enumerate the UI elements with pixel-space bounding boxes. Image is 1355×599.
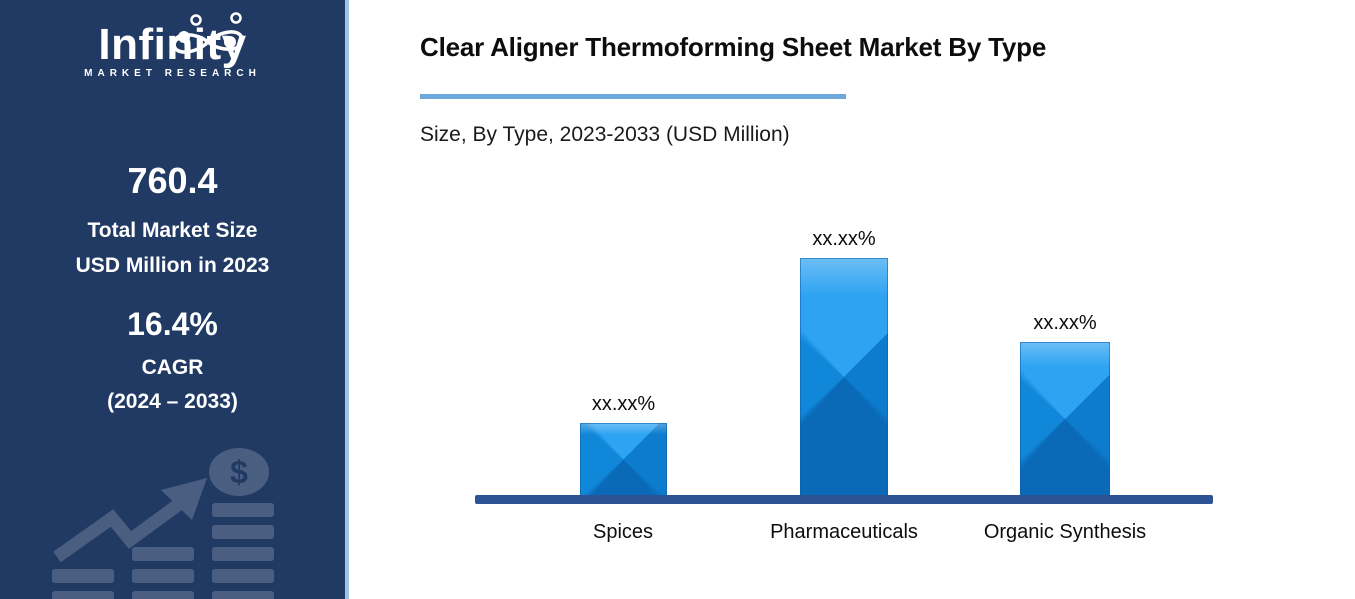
bar-spices xyxy=(580,423,667,496)
cagr-value: 16.4% xyxy=(127,306,218,342)
cagr-period: (2024 – 2033) xyxy=(107,390,238,413)
logo-tagline: MARKET RESEARCH xyxy=(84,67,261,79)
total-market-size-label: Total Market Size xyxy=(87,219,258,242)
bar-value-label: xx.xx% xyxy=(812,228,876,250)
category-label: Organic Synthesis xyxy=(983,521,1147,543)
sidebar-accent-divider xyxy=(345,0,349,599)
bar-pharmaceuticals xyxy=(800,258,888,496)
total-market-size-value: 760.4 xyxy=(127,160,218,201)
dollar-sign: $ xyxy=(230,454,248,490)
category-label: Pharmaceuticals xyxy=(770,521,918,543)
growth-arrow-icon xyxy=(53,478,207,563)
total-market-size-unit: USD Million in 2023 xyxy=(75,254,270,277)
category-label: Spices xyxy=(592,521,654,543)
infinity-logo: Infinity MARKET RESEARCH xyxy=(0,12,345,79)
bar-blocks-icon xyxy=(52,503,274,599)
logo-wordmark: Infinity xyxy=(98,20,247,69)
page-title: Clear Aligner Thermoforming Sheet Market… xyxy=(420,32,1047,62)
infinity-icon xyxy=(172,12,244,54)
sidebar: Infinity MARKET RESEARCH 760.4 Total Mar… xyxy=(0,0,345,599)
bar-value-label: xx.xx% xyxy=(591,393,656,415)
dollar-coin-icon: $ xyxy=(209,448,269,496)
growth-chart-icon: $ xyxy=(52,448,274,599)
bar-organic-synthesis xyxy=(1020,342,1110,496)
cagr-label: CAGR xyxy=(141,356,204,379)
chart-subtitle: Size, By Type, 2023-2033 (USD Million) xyxy=(420,123,790,146)
title-underline xyxy=(420,94,846,99)
bar-value-label: xx.xx% xyxy=(1033,312,1097,334)
x-axis-line xyxy=(475,495,1213,504)
